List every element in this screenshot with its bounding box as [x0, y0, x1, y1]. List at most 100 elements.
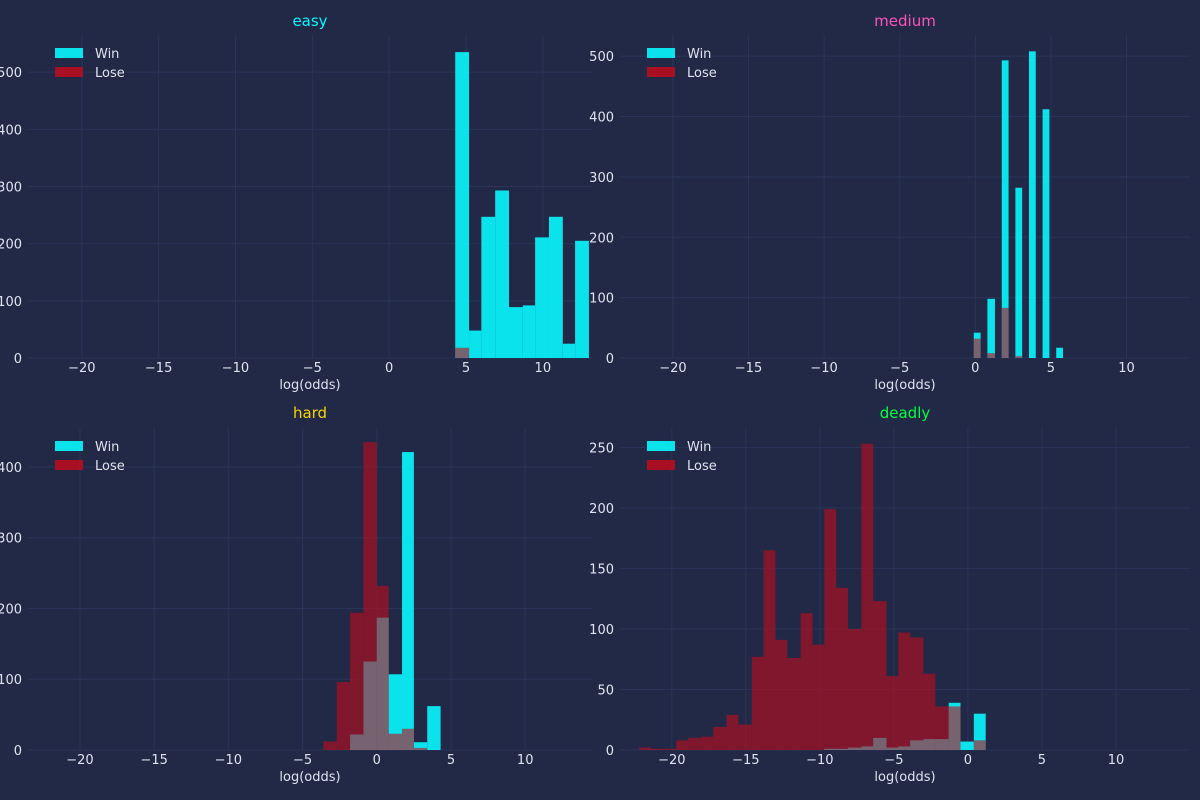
x-tick-label: −20 [658, 753, 685, 768]
histogram-bar-lose [751, 656, 764, 750]
y-tick-label: 400 [0, 123, 22, 138]
histogram-bar-lose [824, 509, 837, 750]
x-tick-label: 10 [535, 361, 552, 376]
histogram-bar-lose [336, 682, 351, 750]
histogram-bar-win [402, 452, 414, 750]
x-tick-label: 0 [385, 361, 393, 376]
y-tick-label: 150 [589, 562, 614, 577]
histogram-bar-lose [402, 728, 414, 750]
x-tick-label: −5 [890, 361, 909, 376]
histogram-bar-lose [763, 550, 776, 750]
x-tick-label: 0 [964, 753, 972, 768]
x-tick-label: −15 [735, 361, 762, 376]
x-axis-label: log(odds) [279, 378, 340, 393]
histogram-bar-lose [923, 673, 936, 750]
y-tick-label: 400 [589, 111, 614, 126]
histogram-bar-lose [363, 442, 377, 750]
x-tick-label: −5 [884, 753, 903, 768]
histogram-bar-lose [787, 658, 801, 750]
y-tick-label: 200 [0, 238, 22, 253]
histogram-bar-lose [713, 727, 727, 750]
histogram-bar-win [455, 52, 470, 358]
legend-swatch-lose [55, 67, 83, 77]
histogram-bar-win [495, 190, 510, 358]
histogram-bar-lose [836, 587, 848, 750]
histogram-bar-win [1042, 109, 1050, 358]
histogram-bar-lose [861, 443, 874, 750]
panel-title: deadly [880, 404, 931, 422]
legend-label-lose: Lose [95, 459, 125, 474]
y-tick-label: 0 [14, 352, 22, 367]
y-tick-label: 0 [14, 744, 22, 759]
histogram-bar-lose [987, 353, 995, 358]
histogram-bar-win [1015, 187, 1023, 358]
x-tick-label: 10 [1108, 753, 1125, 768]
legend-label-win: Win [687, 440, 711, 455]
x-axis-label: log(odds) [874, 770, 935, 785]
legend-swatch-win [647, 441, 675, 451]
histogram-bar-win [481, 216, 496, 358]
histogram-bar-lose [973, 740, 986, 750]
x-tick-label: −20 [68, 361, 95, 376]
histogram-bar-lose [973, 338, 981, 358]
x-axis-label: log(odds) [874, 378, 935, 393]
legend-label-win: Win [95, 47, 119, 62]
histogram-bar-win [509, 307, 523, 358]
histogram-bar-lose [388, 733, 403, 750]
x-tick-label: −5 [303, 361, 322, 376]
histogram-bar-lose [350, 612, 364, 750]
y-tick-label: 0 [606, 352, 614, 367]
y-tick-label: 100 [589, 292, 614, 307]
x-axis-label: log(odds) [279, 770, 340, 785]
histogram-bar-lose [775, 639, 788, 750]
histogram-bar-lose [455, 347, 470, 358]
histogram-bar-lose [1001, 307, 1009, 358]
histogram-bar-win [562, 343, 576, 358]
histogram-bar-lose [726, 714, 739, 750]
y-tick-label: 300 [0, 180, 22, 195]
histogram-bar-win [987, 298, 995, 358]
legend-swatch-win [55, 48, 83, 58]
x-tick-label: −10 [806, 753, 833, 768]
histogram-bar-win [575, 240, 589, 358]
histogram-bar-win [973, 713, 986, 750]
y-tick-label: 200 [589, 231, 614, 246]
histogram-bar-lose [738, 724, 752, 750]
histogram-bar-lose [800, 613, 813, 750]
y-tick-label: 300 [0, 532, 22, 547]
x-tick-label: −15 [145, 361, 172, 376]
y-tick-label: 0 [606, 744, 614, 759]
chart-panel-hard: −20 −15 −10 −5 0 5 100100200300400log(odds)har… [0, 404, 592, 785]
x-tick-label: −15 [140, 753, 167, 768]
legend-swatch-win [55, 441, 83, 451]
histogram-bar-lose [639, 747, 652, 750]
x-tick-label: 5 [1047, 361, 1055, 376]
chart-panel-easy: −20 −15 −10 −5 0 5 100100200300400500log(odds)… [0, 12, 592, 393]
y-tick-label: 100 [0, 673, 22, 688]
x-tick-label: 0 [373, 753, 381, 768]
y-tick-label: 100 [589, 623, 614, 638]
y-tick-label: 100 [0, 295, 22, 310]
histogram-bar-win [548, 216, 563, 358]
legend-label-lose: Lose [687, 66, 717, 81]
histogram-bar-lose [413, 747, 428, 750]
x-tick-label: 5 [447, 753, 455, 768]
histogram-bar-lose [688, 737, 702, 750]
x-tick-label: −15 [732, 753, 759, 768]
histogram-bar-win [1028, 51, 1036, 358]
chart-panel-deadly: −20 −15 −10 −5 0 5 10050100150200250log(odds)d… [589, 404, 1190, 785]
histogram-bar-lose [910, 637, 924, 750]
histogram-bar-win [522, 305, 536, 358]
x-tick-label: −20 [66, 753, 93, 768]
histogram-bar-lose [873, 601, 887, 750]
y-tick-label: 250 [589, 441, 614, 456]
x-tick-label: −5 [293, 753, 312, 768]
y-tick-label: 200 [589, 502, 614, 517]
histogram-bar-win [427, 706, 441, 750]
histogram-bar-win [388, 674, 403, 750]
histogram-bar-lose [935, 706, 949, 750]
x-tick-label: 0 [971, 361, 979, 376]
x-tick-label: −20 [659, 361, 686, 376]
histogram-bar-lose [701, 736, 714, 750]
